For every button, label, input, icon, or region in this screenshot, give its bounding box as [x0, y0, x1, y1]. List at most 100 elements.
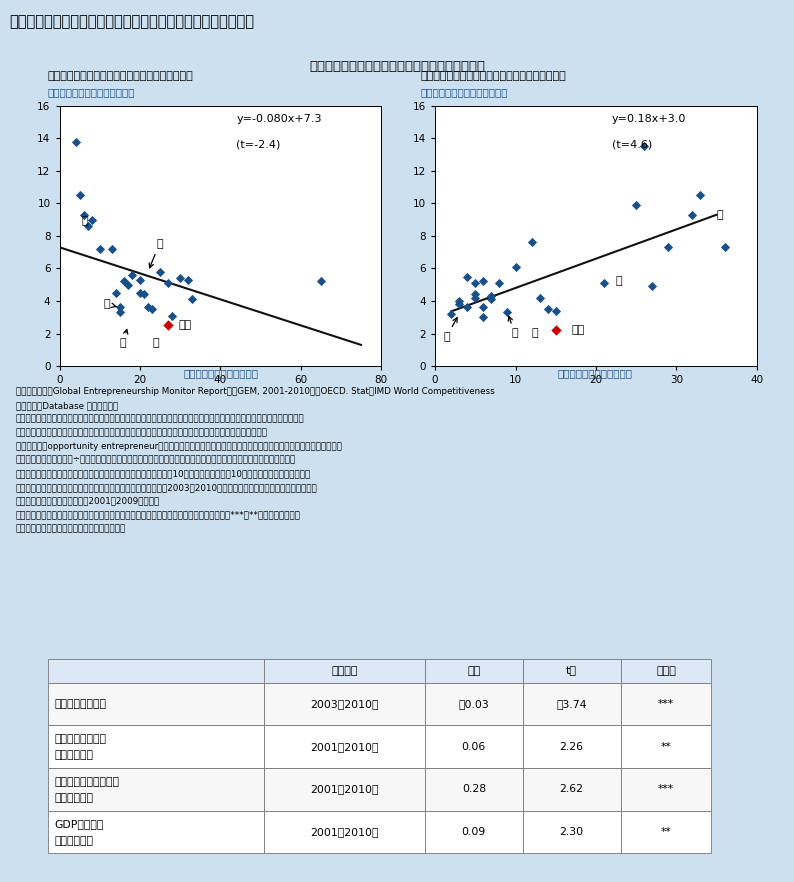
Bar [522, 683, 621, 725]
Bar [425, 683, 522, 725]
Bar [621, 659, 711, 683]
Point [542, 302, 554, 316]
Bar [48, 659, 264, 683]
Point [534, 291, 546, 305]
Point [549, 303, 562, 318]
Text: （起業活動従事者シェア、％）: （起業活動従事者シェア、％） [421, 87, 508, 97]
Point [118, 274, 130, 288]
Text: 係数: 係数 [467, 666, 480, 676]
Text: 推計期間: 推計期間 [331, 666, 358, 676]
Point [477, 274, 490, 288]
Point [477, 301, 490, 315]
Bar [621, 768, 711, 811]
Text: 失業者の就職確率は2001～2009年平均。: 失業者の就職確率は2001～2009年平均。 [16, 497, 160, 505]
Bar [621, 725, 711, 768]
Point [469, 288, 482, 302]
Text: 失業者が就職先を見つけやすい国ほど開業が盛ん: 失業者が就職先を見つけやすい国ほど開業が盛ん [309, 60, 485, 72]
Bar [264, 683, 425, 725]
Bar [522, 725, 621, 768]
Text: 以内に限る）。ただし、他の選択肢があるにもかかわらだチャンスを掛もうとして起業した者: 以内に限る）。ただし、他の選択肢があるにもかかわらだチャンスを掛もうとして起業… [16, 428, 268, 437]
Point [162, 276, 175, 290]
Text: ***: *** [658, 784, 674, 795]
Text: 日本: 日本 [178, 320, 191, 331]
Bar [425, 768, 522, 811]
Bar [425, 811, 522, 854]
Point [85, 213, 98, 227]
Text: （起業活動従事者シェア、％）: （起業活動従事者シェア、％） [48, 87, 135, 97]
Point [77, 208, 90, 222]
Point [145, 302, 158, 316]
Text: (t=4.6): (t=4.6) [612, 139, 652, 150]
Point [477, 310, 490, 325]
Text: ２．起業活動従事者割合とは、８～６４歳人口に占める起業活動を行った者の割合（事業開始前、又は開始後３年半: ２．起業活動従事者割合とは、８～６４歳人口に占める起業活動を行った者の割合（事業… [16, 415, 305, 423]
Point [133, 286, 146, 300]
Text: GDPギャップ: GDPギャップ [55, 819, 104, 829]
Bar [48, 683, 264, 725]
Point [174, 271, 187, 285]
Text: （１）起業活動従事者シェアと開業に必要な日数: （１）起業活動従事者シェアと開業に必要な日数 [48, 71, 194, 81]
Point [469, 291, 482, 305]
Point [501, 305, 514, 319]
Text: ３．（１）の起業活動従事者シェア、開業に必要な日数は2003～2010年平均。（２）の起業活動従事者シェア、: ３．（１）の起業活動従事者シェア、開業に必要な日数は2003～2010年平均。（… [16, 482, 318, 492]
Text: 第３－１－３図　起業活動従事者割合の決定要因：制度的側面: 第３－１－３図 起業活動従事者割合の決定要因：制度的側面 [10, 14, 255, 29]
Bar [48, 725, 264, 768]
Text: 英: 英 [149, 239, 163, 268]
Bar [264, 725, 425, 768]
Point [493, 276, 506, 290]
Text: 英: 英 [616, 276, 622, 287]
Bar [48, 768, 264, 811]
Text: 2.26: 2.26 [560, 742, 584, 751]
Text: Database により作成。: Database により作成。 [16, 400, 118, 410]
Text: （１年前）: （１年前） [55, 835, 94, 846]
Point [314, 274, 327, 288]
Point [133, 273, 146, 287]
Point [638, 139, 650, 153]
Text: 0.28: 0.28 [462, 784, 486, 795]
Point [186, 292, 198, 306]
Text: 独: 独 [532, 328, 538, 339]
Text: 2001－2010年: 2001－2010年 [310, 784, 379, 795]
Point [125, 268, 138, 282]
Point [106, 242, 118, 256]
Text: （１年前）: （１年前） [55, 793, 94, 803]
Text: 開業に必要な日数: 開業に必要な日数 [55, 699, 106, 709]
Text: 2003－2010年: 2003－2010年 [310, 699, 379, 709]
Point [686, 208, 699, 222]
Point [453, 294, 465, 308]
Text: 日本: 日本 [572, 325, 585, 335]
Bar [522, 768, 621, 811]
Bar [425, 725, 522, 768]
Point [453, 297, 465, 311]
Text: 伊: 伊 [508, 317, 518, 339]
Text: （失業者の就職確率、％）: （失業者の就職確率、％） [558, 368, 633, 377]
Point [166, 309, 179, 323]
Bar [621, 683, 711, 725]
Text: 0.06: 0.06 [462, 742, 486, 751]
Text: 仏: 仏 [443, 318, 457, 341]
Bar [264, 659, 425, 683]
Point [121, 278, 134, 292]
Point [509, 260, 522, 274]
Point [182, 273, 195, 287]
Point [73, 188, 86, 202]
Text: 有意性: 有意性 [656, 666, 676, 676]
Point [81, 219, 94, 233]
Bar [522, 659, 621, 683]
Text: 2.30: 2.30 [560, 827, 584, 837]
Point [646, 280, 658, 294]
Text: ベンチャーキャピタル: ベンチャーキャピタル [55, 777, 120, 787]
Text: ４．パネルデータを用いた起業活動従事者シェアの回帰結果は、下記の通り。なお、***、**はそれぞれ１％、: ４．パネルデータを用いた起業活動従事者シェアの回帰結果は、下記の通り。なお、**… [16, 510, 301, 519]
Text: **: ** [661, 742, 672, 751]
Point [598, 276, 611, 290]
Text: －3.74: －3.74 [557, 699, 587, 709]
Text: ***: *** [658, 699, 674, 709]
Point [461, 270, 473, 284]
Point [719, 240, 731, 254]
Point [445, 307, 457, 321]
Point [485, 289, 498, 303]
Point [469, 276, 482, 290]
Text: 米: 米 [82, 216, 88, 227]
Point [461, 301, 473, 315]
Bar [264, 811, 425, 854]
Point [141, 301, 154, 315]
